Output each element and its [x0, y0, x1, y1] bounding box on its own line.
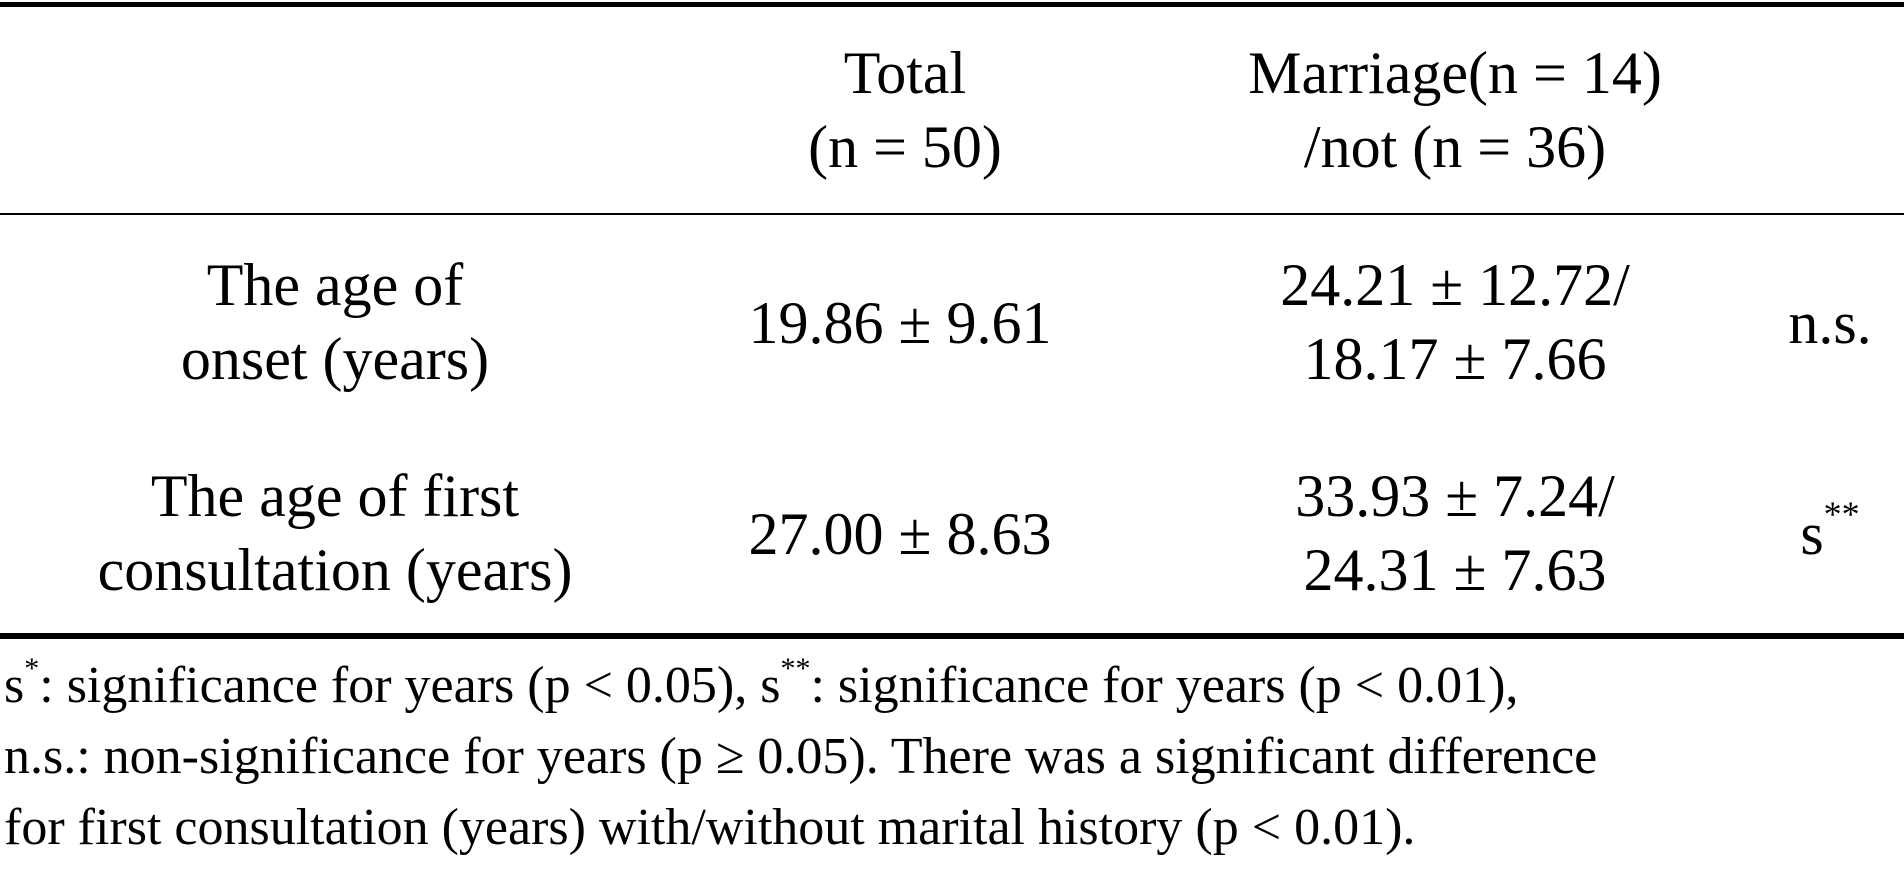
row-onset-total: 19.86 ± 9.61	[748, 290, 1052, 356]
row-onset-significance: n.s.	[1760, 286, 1900, 360]
footnote-text-1: : significance for years (p < 0.05), s	[39, 657, 781, 714]
footnote-line-1: s*: significance for years (p < 0.05), s…	[4, 650, 1904, 721]
row-onset-label: The age of onset (years)	[30, 248, 640, 396]
row-consultation-label: The age of first consultation (years)	[30, 459, 640, 607]
header-total-line2: (n = 50)	[808, 114, 1002, 180]
table-top-rule	[0, 2, 1904, 7]
header-marriage: Marriage(n = 14) /not (n = 36)	[1160, 36, 1750, 184]
row-consultation-marriage-line1: 33.93 ± 7.24/	[1295, 463, 1615, 529]
footnote-text-2: : significance for years (p < 0.01),	[810, 657, 1519, 714]
row-onset-label-line1: The age of	[206, 252, 464, 318]
row-consultation-significance-text: s	[1800, 501, 1824, 567]
row-onset-label-line2: onset (years)	[180, 326, 490, 392]
row-consultation-label-line2: consultation (years)	[97, 537, 573, 603]
row-consultation-label-line1: The age of first	[150, 463, 520, 529]
footnote-s-sup: *	[24, 652, 40, 685]
footnote-s-symbol: s	[4, 657, 25, 714]
header-total-line1: Total	[843, 40, 967, 106]
row-consultation-significance-sup: **	[1823, 494, 1860, 534]
table-header-rule	[0, 213, 1904, 215]
header-marriage-line2: /not (n = 36)	[1303, 114, 1607, 180]
row-onset-significance-text: n.s.	[1788, 290, 1872, 356]
row-onset-marriage-line2: 18.17 ± 7.66	[1303, 326, 1607, 392]
row-consultation-marriage: 33.93 ± 7.24/ 24.31 ± 7.63	[1160, 459, 1750, 607]
header-marriage-line1: Marriage(n = 14)	[1248, 40, 1662, 106]
table-footnote: s*: significance for years (p < 0.05), s…	[4, 650, 1904, 863]
footnote-line-3: for first consultation (years) with/with…	[4, 799, 1416, 856]
row-onset-marriage: 24.21 ± 12.72/ 18.17 ± 7.66	[1160, 248, 1750, 396]
footnote-s2-sup: **	[780, 652, 811, 685]
header-total: Total (n = 50)	[760, 36, 1050, 184]
row-consultation-marriage-line2: 24.31 ± 7.63	[1303, 537, 1607, 603]
footnote-line-2: n.s.: non-significance for years (p ≥ 0.…	[4, 728, 1598, 785]
row-consultation-total: 27.00 ± 8.63	[748, 501, 1052, 567]
row-onset-marriage-line1: 24.21 ± 12.72/	[1280, 252, 1630, 318]
table-bottom-rule	[0, 633, 1904, 639]
row-consultation-significance: s**	[1760, 494, 1900, 571]
